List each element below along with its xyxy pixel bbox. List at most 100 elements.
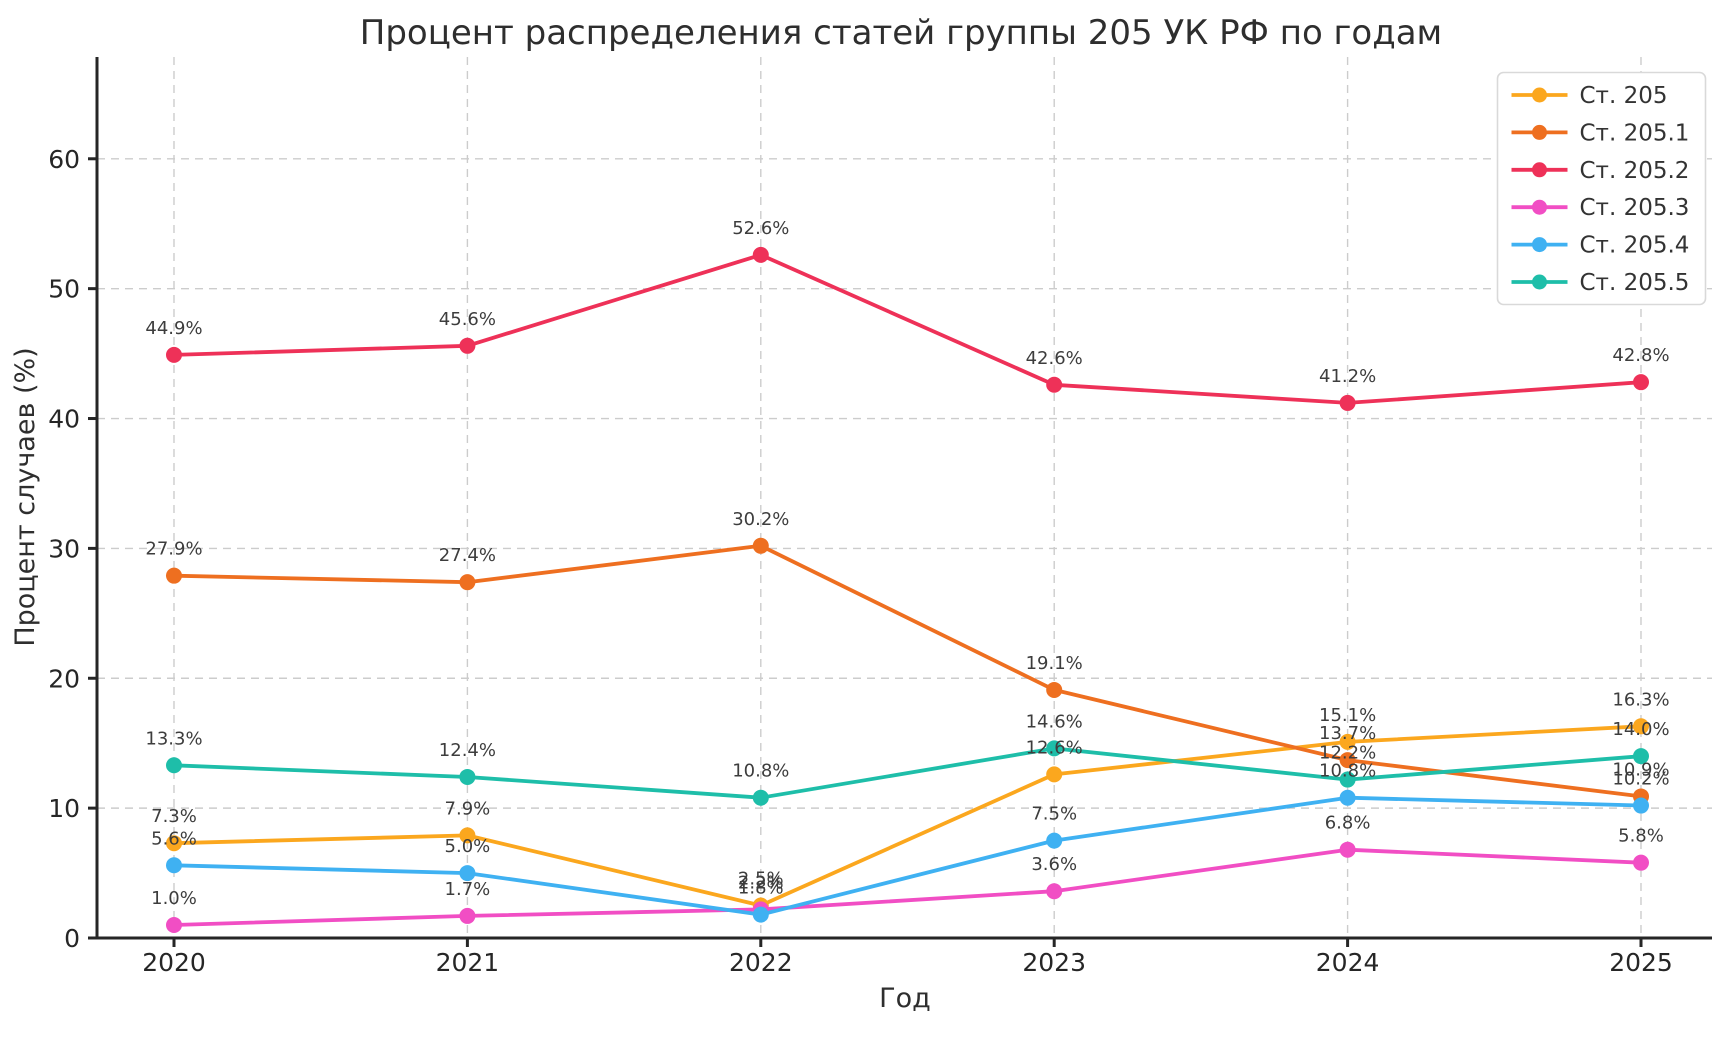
x-tick-label: 2023 <box>1022 948 1086 977</box>
point-label-st-205-2: 42.8% <box>1612 345 1669 366</box>
data-point-st-205-2 <box>1633 374 1649 391</box>
legend-label-st-205: Ст. 205 <box>1580 83 1668 109</box>
data-point-st-205-2 <box>1046 376 1063 393</box>
point-label-st-205: 2.5% <box>738 869 784 890</box>
point-label-st-205-3: 1.0% <box>151 888 197 909</box>
y-axis-label: Процент случаев (%) <box>10 347 41 646</box>
data-point-st-205-3 <box>166 917 182 934</box>
point-label-st-205-2: 52.6% <box>732 218 789 239</box>
point-label-st-205-1: 13.7% <box>1319 723 1376 744</box>
legend-marker-st-205-4 <box>1532 237 1547 253</box>
y-tick-label: 10 <box>48 794 80 823</box>
legend-label-st-205-1: Ст. 205.1 <box>1580 120 1690 146</box>
data-point-st-205-1 <box>459 574 476 591</box>
series-st-205-1 <box>166 537 1649 805</box>
series-lines <box>166 246 1649 934</box>
point-label-st-205-2: 45.6% <box>439 309 496 330</box>
point-label-st-205-4: 5.6% <box>151 828 197 849</box>
point-label-st-205-4: 10.2% <box>1612 769 1669 790</box>
legend-item-st-205-4: Ст. 205.4 <box>1511 233 1689 259</box>
point-label-st-205-5: 12.2% <box>1319 743 1376 764</box>
x-tick-label: 2020 <box>142 948 206 977</box>
legend-marker-st-205-5 <box>1532 274 1547 290</box>
data-point-st-205 <box>459 827 476 844</box>
series-line-st-205-3 <box>172 847 1643 927</box>
point-label-st-205-5: 10.8% <box>732 761 789 782</box>
data-point-st-205-2 <box>1339 394 1356 411</box>
y-tick-label: 50 <box>48 275 80 304</box>
series-st-205-5 <box>166 740 1649 806</box>
legend-label-st-205-5: Ст. 205.5 <box>1580 270 1690 296</box>
legend-item-st-205-2: Ст. 205.2 <box>1511 158 1690 184</box>
data-point-st-205-5 <box>166 757 182 774</box>
data-point-st-205-3 <box>1339 841 1356 858</box>
point-label-st-205-2: 44.9% <box>145 318 202 339</box>
data-point-st-205-2 <box>752 246 769 263</box>
point-label-st-205-3: 1.7% <box>445 879 491 900</box>
data-point-st-205-5 <box>1633 748 1649 765</box>
x-tick-label: 2024 <box>1316 948 1380 977</box>
data-point-st-205-3 <box>1046 883 1063 900</box>
point-label-st-205: 7.3% <box>151 806 197 827</box>
series-st-205-4 <box>166 789 1649 923</box>
axes <box>88 57 1712 947</box>
data-point-st-205-1 <box>752 537 769 554</box>
data-point-st-205-1 <box>166 567 182 584</box>
series-st-205 <box>166 718 1649 914</box>
series-st-205-2 <box>166 246 1649 411</box>
point-label-st-205-5: 13.3% <box>145 728 202 749</box>
gridlines <box>97 57 1712 939</box>
point-label-st-205-2: 41.2% <box>1319 366 1376 387</box>
legend-item-st-205: Ст. 205 <box>1511 83 1668 109</box>
legend-marker-st-205-3 <box>1532 199 1547 215</box>
series-line-st-205-4 <box>172 795 1643 917</box>
data-point-st-205-5 <box>459 768 476 785</box>
series-line-st-205-2 <box>172 253 1643 405</box>
series-line-st-205 <box>172 724 1643 908</box>
data-point-st-205-1 <box>1046 681 1063 698</box>
data-point-st-205-5 <box>752 789 769 806</box>
data-point-st-205-5 <box>1046 740 1063 757</box>
data-point-st-205 <box>166 835 182 852</box>
legend: Ст. 205 Ст. 205.1 Ст. 205.2 Ст. 205.3 Ст. 20… <box>1496 71 1707 306</box>
point-label-st-205: 7.9% <box>445 798 491 819</box>
data-point-st-205-4 <box>459 865 476 882</box>
y-tick-label: 0 <box>64 924 80 953</box>
series-line-st-205-5 <box>172 746 1643 800</box>
data-point-st-205 <box>1633 718 1649 735</box>
point-label-st-205-1: 27.9% <box>145 539 202 560</box>
data-point-st-205-4 <box>752 906 769 923</box>
legend-item-st-205-3: Ст. 205.3 <box>1511 195 1689 221</box>
point-labels: 7.3% 7.9% 2.5% 12.6% 15.1% 16.3% 27.9% 27.4% 30.… <box>145 218 1669 909</box>
legend-label-st-205-2: Ст. 205.2 <box>1580 158 1690 184</box>
point-label-st-205: 15.1% <box>1319 705 1376 726</box>
legend-marker-st-205 <box>1532 87 1547 103</box>
data-point-st-205-4 <box>1633 797 1649 814</box>
point-label-st-205-4: 1.8% <box>738 878 784 899</box>
data-point-st-205-2 <box>459 337 476 354</box>
legend-item-st-205-1: Ст. 205.1 <box>1511 120 1690 146</box>
point-label-st-205-1: 10.9% <box>1612 759 1669 780</box>
data-point-st-205-4 <box>1046 832 1063 849</box>
y-tick-label: 30 <box>48 534 80 563</box>
y-tick-label: 60 <box>48 145 80 174</box>
point-label-st-205-2: 42.6% <box>1026 348 1083 369</box>
legend-marker-st-205-2 <box>1532 162 1547 178</box>
point-label-st-205-4: 10.8% <box>1319 761 1376 782</box>
point-label-st-205-1: 30.2% <box>732 509 789 530</box>
point-label-st-205-3: 6.8% <box>1325 813 1371 834</box>
data-point-st-205-2 <box>166 346 182 363</box>
x-tick-label: 2022 <box>729 948 793 977</box>
data-point-st-205-3 <box>459 907 476 924</box>
point-label-st-205-4: 5.0% <box>445 836 491 857</box>
legend-marker-st-205-1 <box>1532 124 1547 140</box>
data-point-st-205 <box>1046 766 1063 783</box>
data-point-st-205-4 <box>1339 789 1356 806</box>
x-tick-label: 2025 <box>1609 948 1673 977</box>
point-label-st-205-5: 12.4% <box>439 740 496 761</box>
x-axis-label: Год <box>879 983 931 1014</box>
point-label-st-205-3: 3.6% <box>1031 854 1077 875</box>
tick-labels: 0 10 20 30 40 50 60 2020 2021 2022 2023 2024 2025 <box>48 145 1673 977</box>
